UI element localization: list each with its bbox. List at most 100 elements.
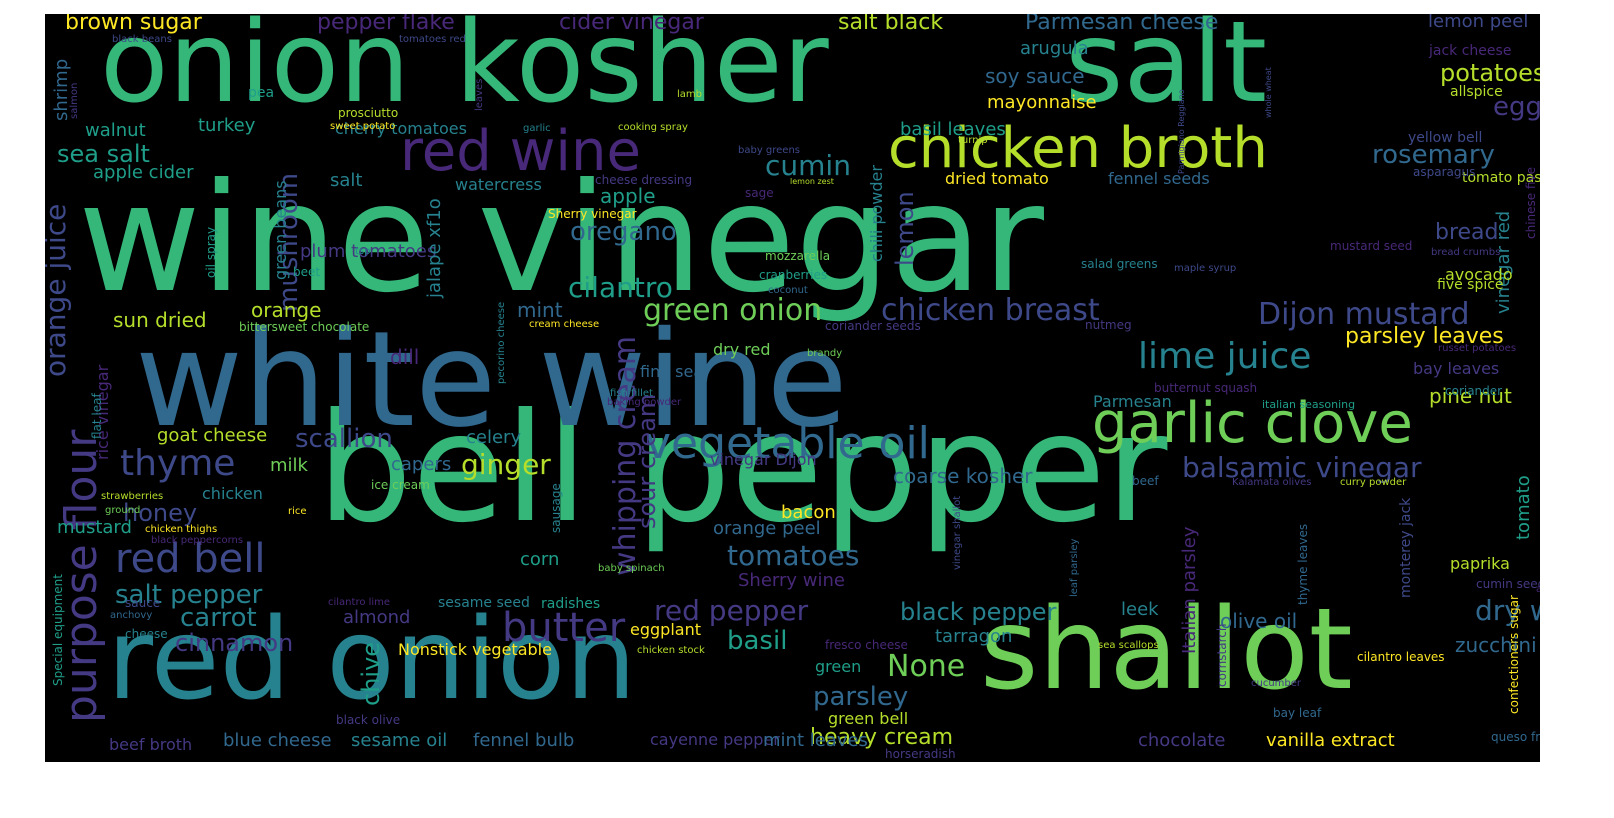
word-cloud-term: pecorino cheese [496,301,507,384]
word-cloud-term: zucchini [1455,633,1537,657]
word-cloud-term: vanilla extract [1266,730,1395,751]
word-cloud-term: Kalamata olives [1232,477,1312,488]
word-cloud-term: cornstarch [1215,623,1229,687]
word-cloud-term: orange [251,298,322,322]
word-cloud-term: paprika [1450,554,1510,573]
word-cloud-term: thyme [120,443,236,484]
word-cloud-term: maple syrup [1174,263,1237,274]
word-cloud-term: yellow bell [1408,130,1483,146]
word-cloud-term: red bell [115,536,266,582]
word-cloud-term: milk [270,455,308,476]
word-cloud-term: blue cheese [223,730,332,751]
word-cloud-term: Parmigiano Reggiano [1177,89,1186,174]
word-cloud: wine vinegar bell pepper white wine onion ko… [45,14,1540,762]
word-cloud-term: tomato [1513,475,1534,540]
word-cloud-term: Nonstick vegetable [398,640,552,659]
word-cloud-term: None [887,649,966,684]
word-cloud-term: mint [517,298,563,322]
word-cloud-term: tomato paste [1462,170,1540,186]
word-cloud-term: dry red [713,340,771,359]
word-cloud-term: egg [1493,92,1540,122]
word-cloud-term: coarse kosher [893,464,1033,488]
word-cloud-term: cucumber [1251,678,1302,689]
word-cloud-term: chocolate [1138,730,1226,751]
word-cloud-term: parsley [813,682,909,712]
word-cloud-term: cranberries [759,268,828,282]
word-cloud-term: cilantro lime [328,597,391,608]
word-cloud-term: scallion [295,424,393,454]
word-cloud-term: purpose flour [56,429,107,723]
word-cloud-term: leaves [474,78,485,111]
word-cloud-term: sage [745,186,774,200]
word-cloud-term: black peppercorns [151,535,244,546]
word-cloud-term: capers [391,454,452,475]
word-cloud-term: beet [293,265,321,279]
word-cloud-term: curry powder [1340,477,1407,488]
word-cloud-term: turkey [198,115,256,136]
word-cloud-term: lemon peel [1428,14,1529,32]
word-cloud-term: bittersweet chocolate [239,320,370,334]
word-cloud-term: anchovy [110,610,153,621]
word-cloud-term: dill [390,345,420,369]
word-cloud-term: black pepper [900,598,1057,626]
word-cloud-term: red onion [107,595,637,725]
word-cloud-term: allspice [1450,84,1503,100]
word-cloud-term: avocado [1445,265,1513,284]
word-cloud-term: chicken stock [637,645,705,656]
word-cloud-term: sesame seed [438,595,530,611]
word-cloud-term: fine sea [640,362,704,381]
word-cloud-term: turnip [958,135,988,146]
word-cloud-term: garlic [523,123,551,134]
word-cloud-term: cheese dressing [595,173,693,187]
word-cloud-term: chicken broth [888,116,1268,181]
word-cloud-term: sour cream [633,393,661,529]
word-cloud-term: tomatoes red [399,34,466,45]
word-cloud-term: kosher [455,14,829,128]
word-cloud-term: sauce [125,596,161,610]
word-cloud-term: cumin [765,149,851,182]
word-cloud-term: chili powder [867,165,886,262]
word-cloud-term: sweet potato [330,121,396,132]
word-cloud-term: green onion [643,293,823,328]
word-cloud-term: sesame oil [351,730,448,751]
word-cloud-term: confectioners sugar [1507,595,1521,714]
word-cloud-term: fish fillet [610,388,653,399]
word-cloud-term: cream cheese [529,319,600,330]
word-cloud-term: monterey jack [1398,497,1414,598]
word-cloud-term: tarragon [935,626,1013,647]
word-cloud-term: baby greens [738,145,801,156]
word-cloud-term: ice cream [371,478,430,492]
word-cloud-term: Sherry wine [738,570,845,591]
word-cloud-term: almond [343,607,411,628]
word-cloud-term: pea [248,85,275,101]
word-cloud-term: chicken [202,484,263,503]
word-cloud-term: sea scallops [1098,640,1159,651]
word-cloud-term: Sherry vinegar [548,207,637,221]
word-cloud-term: leek [1121,599,1159,620]
word-cloud-term: mustard seed [1330,239,1413,253]
word-cloud-term: black beans [112,34,172,45]
word-cloud-term: arugula [1020,38,1089,59]
word-cloud-term: white wine [135,303,848,457]
word-cloud-term: walnut [85,120,146,141]
word-cloud-term: chive [357,641,385,706]
word-cloud-term: goat cheese [157,425,268,446]
word-cloud-term: nutmeg [1085,318,1132,332]
word-cloud-term: sea salt [57,140,150,168]
word-cloud-term: olive oil [1220,609,1298,633]
word-cloud-term: dry white [1475,594,1540,627]
word-cloud-term: mayonnaise [987,92,1097,113]
word-cloud-term: pepper flake [317,14,455,35]
word-cloud-term: mozzarella [765,249,831,263]
word-cloud-term: queso fresco [1491,730,1540,744]
word-cloud-term: sun dried [113,308,207,332]
word-cloud-term: Italian parsley [1179,526,1200,654]
word-cloud-term: balsamic vinegar [1182,451,1422,484]
word-cloud-term: wine vinegar [78,152,1044,326]
word-cloud-term: onion [100,14,411,128]
word-cloud-term: Parmesan cheese [1025,14,1219,35]
word-cloud-term: orange peel [713,518,821,539]
word-cloud-term: green [815,657,862,676]
word-cloud-term: radishes [541,596,601,612]
word-cloud-term: carrot [180,603,257,633]
